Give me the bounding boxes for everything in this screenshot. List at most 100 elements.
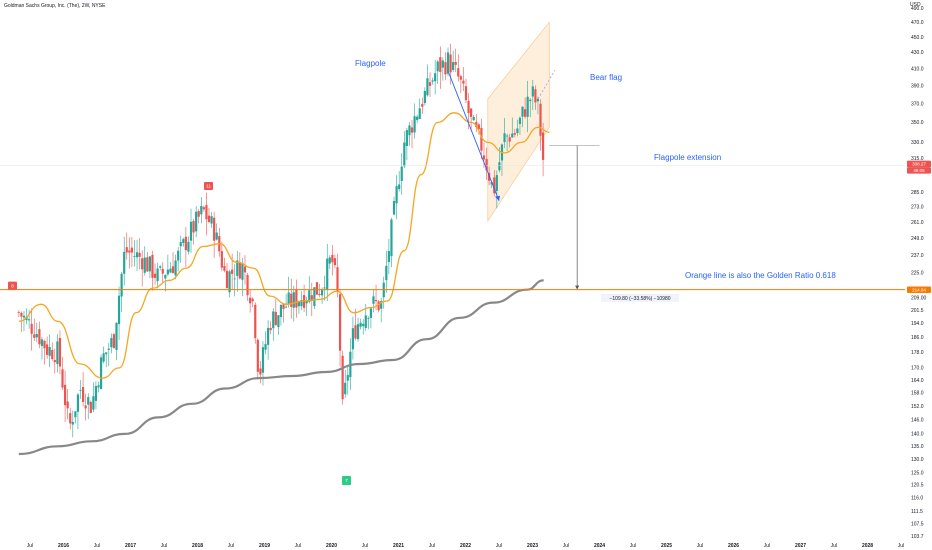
candle-body: [200, 206, 203, 215]
candle-body: [526, 96, 529, 117]
candle-body: [205, 205, 208, 220]
candle-body: [493, 177, 496, 194]
candle-body: [269, 327, 272, 331]
candle-body: [318, 293, 321, 296]
price-tick-label: 249.0: [911, 236, 924, 242]
candle-body: [485, 158, 488, 171]
markers: 308.27 46:05 214.04 8 11 7: [8, 160, 931, 485]
candle-body: [454, 61, 457, 65]
candle-body: [66, 401, 69, 409]
candle-body: [238, 262, 241, 279]
candle-body: [102, 353, 105, 362]
candle-body: [356, 324, 360, 340]
drawings[interactable]: [0, 70, 905, 291]
time-axis[interactable]: Jul 2016 Jul 2017 Jul 2018 Jul 2019 Jul 2020 Jul 20…: [27, 543, 904, 549]
symbol-title: Goldman Sachs Group, Inc. (The), 2W, NYS…: [4, 3, 106, 9]
candle-body: [395, 186, 398, 204]
candle-body: [441, 60, 444, 68]
time-tick-label: Jul: [831, 543, 837, 549]
candle-body: [33, 334, 36, 338]
marker-bottom-text: 7: [345, 478, 348, 483]
time-tick-label: 2025: [661, 543, 672, 549]
last-price-badge-text: 308.27: [912, 161, 926, 166]
candle-body: [171, 266, 175, 274]
candle-body: [408, 125, 411, 136]
long-moving-average-line: [18, 279, 544, 456]
candle-body: [251, 298, 254, 302]
candle-body: [174, 260, 177, 276]
time-tick-label: 2028: [862, 543, 873, 549]
candle-body: [274, 311, 277, 325]
candle-body: [426, 78, 429, 96]
candle-body: [233, 278, 236, 280]
candle-body: [58, 338, 62, 367]
candle-body: [470, 108, 473, 117]
candle-body: [84, 405, 87, 409]
candle-body: [287, 292, 290, 304]
candle-body: [315, 282, 319, 295]
price-tick-label: 315.0: [911, 156, 924, 162]
candle-body: [320, 289, 324, 296]
candle-body: [51, 349, 54, 360]
candle-body: [210, 216, 213, 224]
measure-label-bg: [601, 294, 679, 302]
price-tick-label: 130.0: [911, 457, 924, 463]
candle-body: [215, 232, 218, 240]
candle-body: [110, 338, 113, 348]
candle-body: [125, 247, 128, 253]
candle-body: [120, 273, 123, 297]
candlestick-series: [17, 43, 545, 438]
candle-body: [184, 236, 187, 251]
candle-body: [79, 389, 82, 391]
candle-body: [482, 155, 486, 160]
bear-flag-channel[interactable]: [487, 21, 550, 223]
marker-top-bg: [204, 182, 213, 190]
candle-body: [97, 385, 100, 388]
candle-body: [495, 175, 498, 191]
bear-flag-label: Bear flag: [590, 73, 622, 82]
candle-body: [246, 274, 249, 296]
candle-body: [351, 328, 355, 350]
candle-body: [385, 265, 388, 281]
price-tick-label: 158.0: [911, 391, 924, 397]
flagpole-arrowhead: [495, 195, 500, 201]
candle-body: [359, 322, 362, 327]
candle-body: [531, 86, 534, 97]
flagpole-arrow: [448, 72, 500, 201]
candle-body: [40, 339, 44, 346]
candle-body: [135, 252, 139, 258]
candle-body: [220, 251, 223, 268]
time-tick-label: 2016: [58, 543, 69, 549]
candle-body: [192, 221, 195, 233]
price-tick-label: 107.5: [911, 522, 924, 528]
candle-body: [477, 124, 480, 130]
price-tick-label: 237.0: [911, 253, 924, 259]
time-tick-label: Jul: [27, 543, 33, 549]
candle-body: [511, 133, 514, 138]
candle-body: [169, 268, 172, 273]
candle-body: [418, 108, 421, 119]
candle-body: [354, 325, 357, 339]
candle-body: [105, 352, 108, 355]
candle-body: [541, 132, 545, 160]
candle-body: [444, 62, 447, 75]
last-price-sub-badge-text: 46:05: [913, 168, 925, 173]
candle-body: [254, 304, 257, 339]
candle-body: [428, 82, 432, 86]
time-tick-label: 2026: [728, 543, 739, 549]
candle-body: [421, 103, 424, 107]
candle-body: [446, 52, 450, 74]
candle-body: [277, 315, 280, 328]
candle-body: [467, 101, 470, 113]
candle-body: [256, 339, 259, 372]
candle-body: [267, 327, 270, 345]
price-tick-label: 261.0: [911, 220, 924, 226]
golden-ratio-label: Orange line is also the Golden Ratio 0.6…: [685, 271, 836, 280]
candle-body: [92, 396, 95, 410]
candle-body: [338, 294, 342, 351]
candle-body: [431, 80, 434, 82]
price-tick-label: 430.0: [911, 50, 924, 56]
candle-body: [117, 295, 121, 325]
